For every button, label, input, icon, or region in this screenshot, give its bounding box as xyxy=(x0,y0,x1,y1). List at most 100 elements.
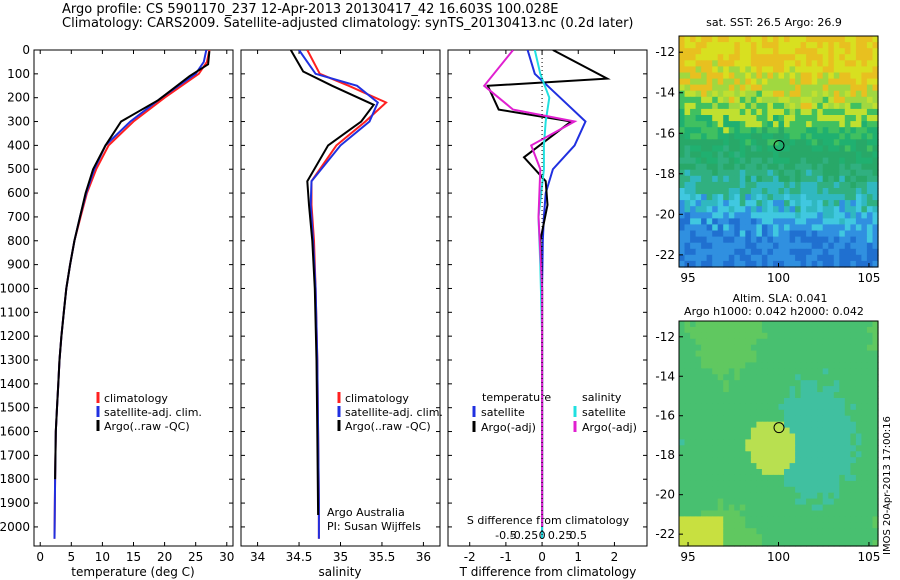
map-cell xyxy=(822,54,829,61)
map-cell xyxy=(756,96,763,104)
map-cell xyxy=(861,90,868,98)
map-cell xyxy=(778,374,785,381)
map-cell xyxy=(690,133,697,140)
map-cell xyxy=(872,398,879,405)
map-cell xyxy=(684,181,691,189)
map-cell xyxy=(750,504,757,512)
map-cell xyxy=(717,72,724,80)
map-cell xyxy=(761,457,768,464)
legend-temperature-heading: temperature xyxy=(482,391,551,404)
map-cell xyxy=(723,248,730,256)
map-cell xyxy=(761,332,768,340)
map-cell xyxy=(866,66,873,74)
map-cell xyxy=(739,321,746,328)
map-cell xyxy=(784,200,791,207)
x-tick-label: -2 xyxy=(464,550,476,564)
map-cell xyxy=(839,540,846,547)
map-cell xyxy=(690,510,697,517)
map-cell xyxy=(855,90,862,98)
map-cell xyxy=(712,242,719,250)
y-tick-label: -18 xyxy=(655,448,675,462)
map-cell xyxy=(872,145,879,153)
map-cell xyxy=(828,392,835,399)
map-cell xyxy=(866,326,873,334)
map-cell xyxy=(761,66,768,74)
map-cell xyxy=(800,236,807,244)
legend-t-argo-label: Argo(-adj) xyxy=(481,421,536,434)
map-cell xyxy=(773,362,780,369)
map-cell xyxy=(695,194,702,201)
map-cell xyxy=(712,127,719,134)
map-cell xyxy=(745,36,752,43)
map-cell xyxy=(761,96,768,104)
map-cell xyxy=(844,534,851,541)
difference-top-xlabel: S difference from climatology xyxy=(467,514,630,527)
y-tick-label: 1100 xyxy=(0,305,30,319)
map-cell xyxy=(767,403,774,411)
map-cell xyxy=(750,386,757,393)
map-cell xyxy=(817,254,824,262)
map-cell xyxy=(789,78,796,86)
map-cell xyxy=(795,115,802,122)
map-cell xyxy=(844,127,851,134)
map-cell xyxy=(795,486,802,494)
map-cell xyxy=(872,84,879,92)
map-cell xyxy=(806,504,813,512)
map-cell xyxy=(844,236,851,244)
map-cell xyxy=(750,534,757,541)
map-cell xyxy=(833,510,840,517)
map-cell xyxy=(706,54,713,61)
map-cell xyxy=(866,486,873,494)
map-cell xyxy=(756,528,763,535)
map-cell xyxy=(756,254,763,262)
map-cell xyxy=(695,48,702,55)
map-cell xyxy=(844,321,851,328)
map-cell xyxy=(789,392,796,399)
map-cell xyxy=(739,254,746,262)
map-cell xyxy=(811,224,818,232)
map-cell xyxy=(861,194,868,201)
map-cell xyxy=(789,504,796,512)
map-cell xyxy=(723,115,730,122)
map-cell xyxy=(806,157,813,165)
map-cell xyxy=(750,398,757,405)
map-cell xyxy=(778,409,785,417)
map-cell xyxy=(822,445,829,452)
map-cell xyxy=(855,540,862,547)
map-cell xyxy=(679,451,686,458)
map-cell xyxy=(789,498,796,506)
map-cell xyxy=(784,338,791,346)
map-cell xyxy=(822,42,829,49)
map-cell xyxy=(833,242,840,250)
map-cell xyxy=(828,66,835,74)
map-cell xyxy=(684,248,691,256)
map-cell xyxy=(861,48,868,55)
map-cell xyxy=(767,181,774,189)
map-cell xyxy=(767,139,774,146)
map-cell xyxy=(756,139,763,146)
map-cell xyxy=(784,96,791,104)
map-cell xyxy=(739,60,746,67)
map-cell xyxy=(784,236,791,244)
map-cell xyxy=(866,133,873,140)
map-cell xyxy=(784,362,791,369)
map-cell xyxy=(684,206,691,213)
map-cell xyxy=(850,200,857,207)
map-cell xyxy=(817,522,824,529)
map-cell xyxy=(767,96,774,104)
map-cell xyxy=(811,540,818,547)
map-cell xyxy=(684,362,691,369)
map-cell xyxy=(701,66,708,74)
map-cell xyxy=(795,90,802,98)
map-cell xyxy=(817,36,824,43)
map-cell xyxy=(734,356,741,363)
map-cell xyxy=(717,90,724,98)
map-cell xyxy=(701,127,708,134)
map-cell xyxy=(844,145,851,153)
map-cell xyxy=(844,469,851,476)
map-cell xyxy=(866,212,873,219)
map-cell xyxy=(789,332,796,340)
map-cell xyxy=(773,36,780,43)
map-cell xyxy=(844,163,851,171)
